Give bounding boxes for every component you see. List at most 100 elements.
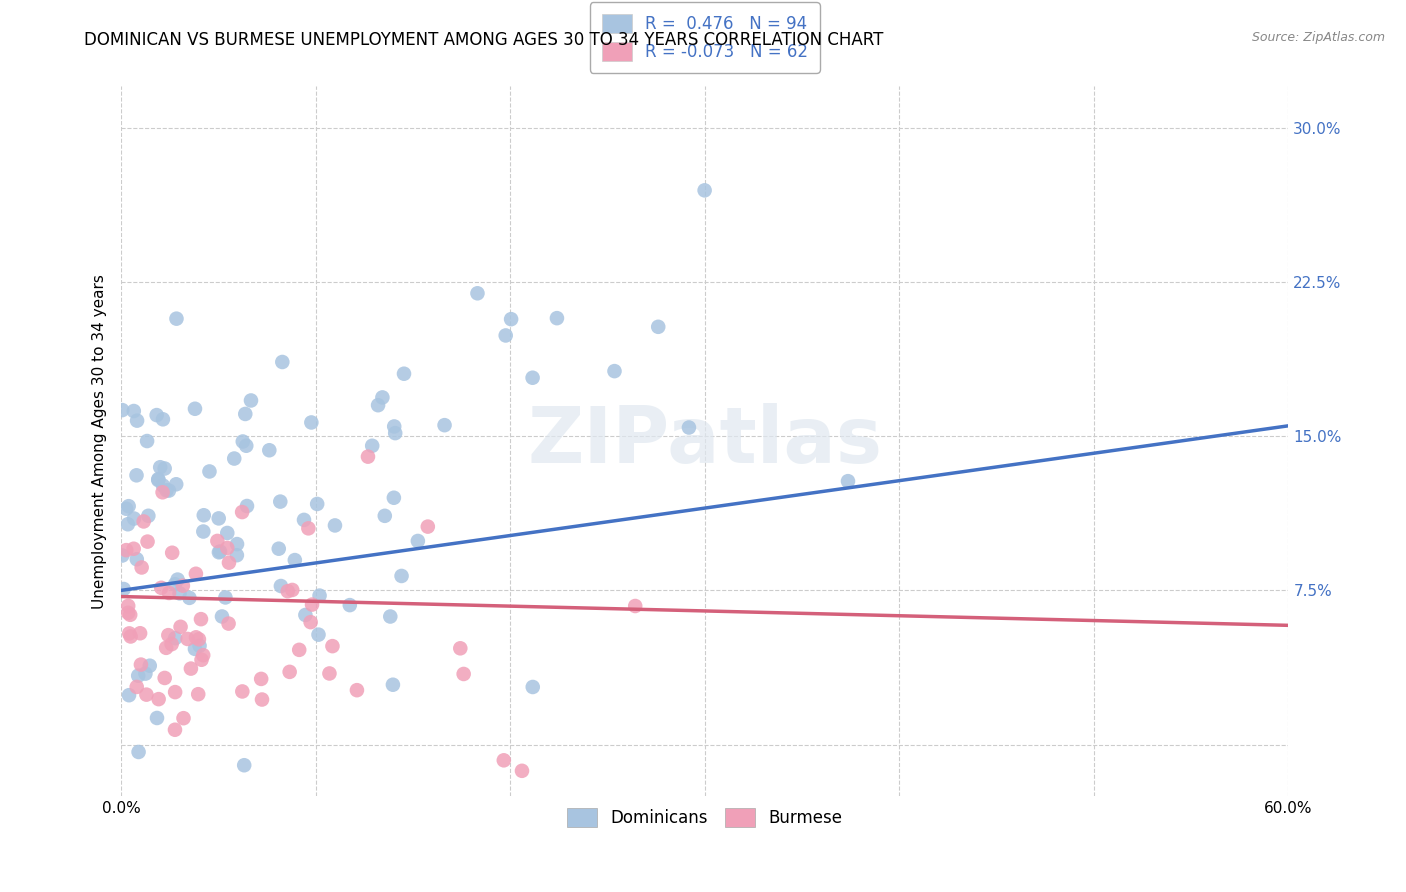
Point <box>132 515 155 529</box>
Point <box>138 508 160 523</box>
Point <box>278 665 301 679</box>
Point <box>134 666 156 681</box>
Point <box>163 723 186 737</box>
Point <box>157 483 180 498</box>
Point <box>297 521 319 535</box>
Point <box>169 586 191 600</box>
Point <box>647 319 669 334</box>
Point <box>193 648 215 663</box>
Legend: Dominicans, Burmese: Dominicans, Burmese <box>561 801 849 834</box>
Point <box>129 626 152 640</box>
Point <box>453 667 475 681</box>
Point <box>146 711 169 725</box>
Point <box>546 311 568 326</box>
Point <box>125 552 148 566</box>
Point <box>308 589 330 603</box>
Point <box>122 511 145 525</box>
Point <box>112 582 135 596</box>
Point <box>678 420 700 434</box>
Point <box>271 355 294 369</box>
Point <box>173 711 195 725</box>
Point <box>301 598 323 612</box>
Point <box>382 491 405 505</box>
Point <box>115 543 138 558</box>
Point <box>188 639 211 653</box>
Point <box>117 517 139 532</box>
Point <box>153 461 176 475</box>
Point <box>233 407 256 421</box>
Point <box>117 606 139 620</box>
Point <box>240 393 263 408</box>
Point <box>211 609 233 624</box>
Point <box>184 630 207 644</box>
Point <box>281 582 304 597</box>
Point <box>259 443 281 458</box>
Point <box>231 505 253 519</box>
Point <box>176 632 198 646</box>
Point <box>510 764 533 778</box>
Point <box>339 598 361 612</box>
Point <box>624 599 647 613</box>
Point <box>184 641 207 656</box>
Point <box>122 541 145 556</box>
Point <box>217 541 239 555</box>
Point <box>125 414 148 428</box>
Point <box>157 628 180 642</box>
Point <box>522 370 544 384</box>
Point <box>155 640 177 655</box>
Point <box>267 541 290 556</box>
Point <box>232 434 254 449</box>
Point <box>136 434 159 448</box>
Point <box>187 687 209 701</box>
Point <box>284 553 307 567</box>
Point <box>236 499 259 513</box>
Point <box>392 367 415 381</box>
Point <box>165 685 187 699</box>
Point <box>111 549 134 563</box>
Point <box>380 609 402 624</box>
Point <box>837 474 859 488</box>
Point <box>492 753 515 767</box>
Point <box>190 653 212 667</box>
Point <box>180 662 202 676</box>
Point <box>449 641 471 656</box>
Point <box>384 426 406 441</box>
Point <box>225 548 247 562</box>
Point <box>125 468 148 483</box>
Point <box>128 745 150 759</box>
Point <box>250 672 273 686</box>
Text: Source: ZipAtlas.com: Source: ZipAtlas.com <box>1251 31 1385 45</box>
Point <box>193 524 215 539</box>
Point <box>120 630 142 644</box>
Point <box>187 632 209 647</box>
Point <box>382 419 405 434</box>
Point <box>294 607 316 622</box>
Y-axis label: Unemployment Among Ages 30 to 34 years: Unemployment Among Ages 30 to 34 years <box>93 274 107 608</box>
Point <box>172 579 194 593</box>
Point <box>193 508 215 523</box>
Point <box>367 398 389 412</box>
Point <box>149 460 172 475</box>
Point <box>152 412 174 426</box>
Text: DOMINICAN VS BURMESE UNEMPLOYMENT AMONG AGES 30 TO 34 YEARS CORRELATION CHART: DOMINICAN VS BURMESE UNEMPLOYMENT AMONG … <box>84 31 884 49</box>
Point <box>179 591 201 605</box>
Point <box>148 692 170 706</box>
Point <box>148 472 170 486</box>
Point <box>118 626 141 640</box>
Point <box>184 401 207 416</box>
Point <box>163 577 186 591</box>
Point <box>231 684 253 698</box>
Point <box>166 573 188 587</box>
Point <box>224 451 246 466</box>
Point <box>288 643 311 657</box>
Point <box>136 534 159 549</box>
Point <box>115 501 138 516</box>
Point <box>416 519 439 533</box>
Point <box>603 364 626 378</box>
Point <box>135 688 157 702</box>
Point <box>208 545 231 559</box>
Point <box>155 483 177 498</box>
Point <box>214 591 236 605</box>
Point <box>208 544 231 558</box>
Point <box>218 556 240 570</box>
